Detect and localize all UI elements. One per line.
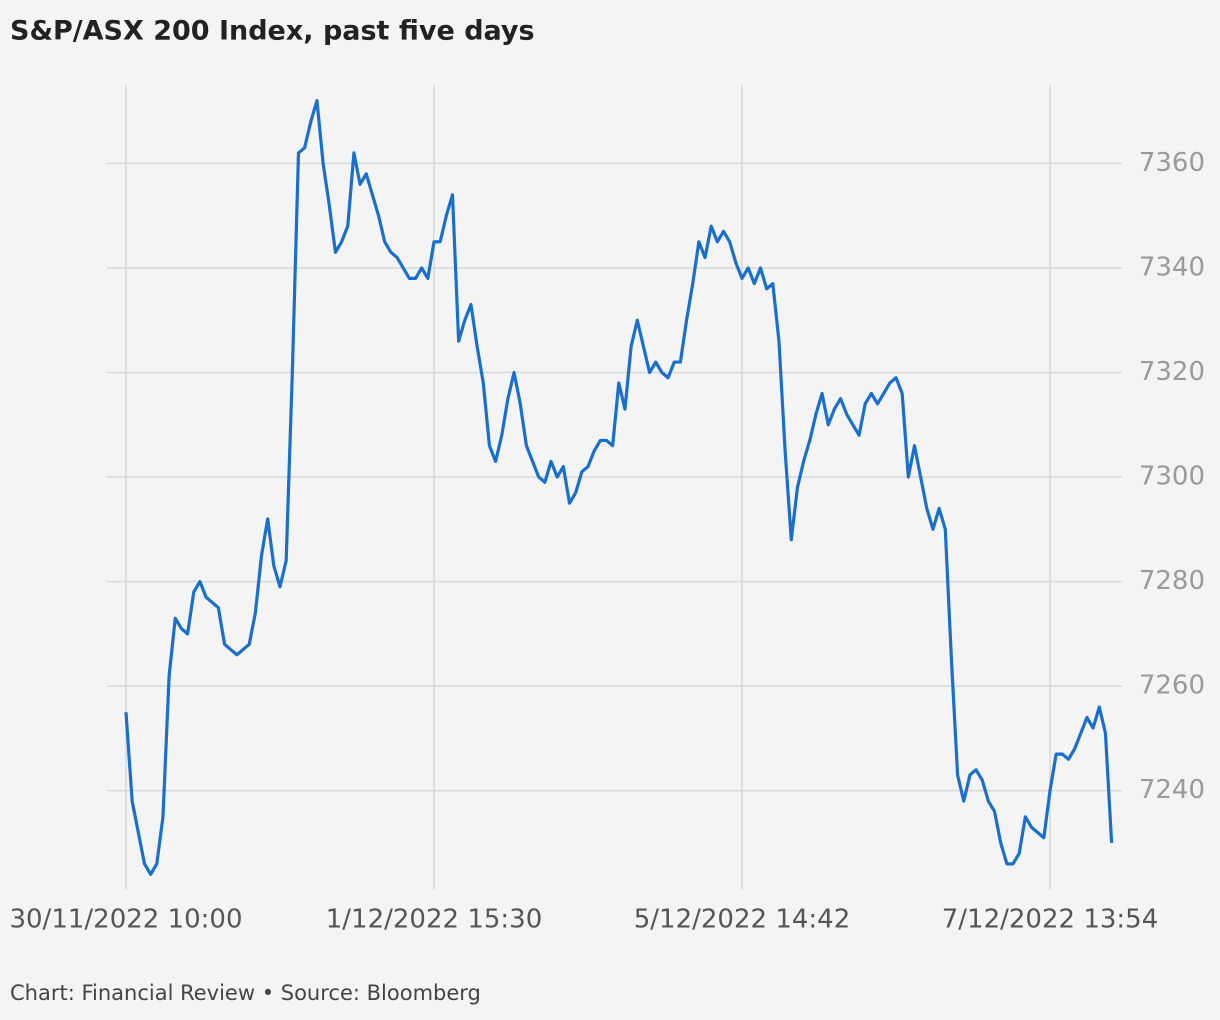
y-tick-label: 7240 [1139, 775, 1205, 805]
x-tick-label: 1/12/2022 15:30 [326, 905, 543, 935]
x-tick-label: 7/12/2022 13:54 [942, 905, 1159, 935]
y-tick-label: 7300 [1139, 462, 1205, 492]
y-tick-label: 7280 [1139, 566, 1205, 596]
price-line [124, 99, 1114, 876]
chart-source: Chart: Financial Review • Source: Bloomb… [10, 981, 481, 1005]
y-tick-label: 7340 [1139, 252, 1205, 282]
x-tick-label: 5/12/2022 14:42 [634, 905, 851, 935]
x-tick-label: 30/11/2022 10:00 [9, 905, 242, 935]
y-tick-label: 7260 [1139, 671, 1205, 701]
y-tick-label: 7320 [1139, 357, 1205, 387]
y-tick-label: 7360 [1139, 148, 1205, 178]
chart-title: S&P/ASX 200 Index, past five days [10, 16, 535, 47]
